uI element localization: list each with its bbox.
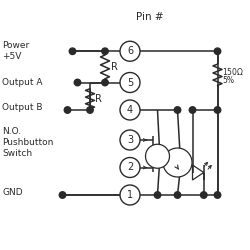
Text: N.O.
Pushbutton
Switch: N.O. Pushbutton Switch bbox=[2, 127, 54, 158]
Circle shape bbox=[120, 130, 140, 150]
Circle shape bbox=[59, 192, 66, 198]
Circle shape bbox=[214, 192, 221, 198]
Circle shape bbox=[74, 79, 81, 86]
Circle shape bbox=[120, 72, 140, 92]
Circle shape bbox=[174, 107, 181, 113]
Text: 3: 3 bbox=[127, 135, 133, 145]
Text: 5: 5 bbox=[127, 78, 133, 88]
Text: 1: 1 bbox=[127, 190, 133, 200]
Circle shape bbox=[102, 79, 108, 86]
Circle shape bbox=[87, 107, 93, 113]
Text: Output A: Output A bbox=[2, 78, 43, 87]
Text: 150$\Omega$: 150$\Omega$ bbox=[222, 66, 244, 77]
Circle shape bbox=[200, 192, 207, 198]
Circle shape bbox=[174, 192, 181, 198]
Circle shape bbox=[214, 107, 221, 113]
Text: R: R bbox=[96, 94, 102, 104]
Circle shape bbox=[120, 185, 140, 205]
Circle shape bbox=[64, 107, 71, 113]
Text: 4: 4 bbox=[127, 105, 133, 115]
Circle shape bbox=[214, 48, 221, 54]
Circle shape bbox=[69, 48, 76, 54]
Text: R: R bbox=[110, 62, 117, 72]
Text: 2: 2 bbox=[127, 162, 133, 172]
Text: 5%: 5% bbox=[222, 76, 234, 85]
Circle shape bbox=[146, 144, 170, 168]
Text: Output B: Output B bbox=[2, 103, 43, 112]
Text: Power
+5V: Power +5V bbox=[2, 41, 30, 61]
Circle shape bbox=[102, 48, 108, 54]
Circle shape bbox=[154, 192, 161, 198]
Text: 6: 6 bbox=[127, 46, 133, 56]
Text: Pin #: Pin # bbox=[136, 12, 164, 22]
Circle shape bbox=[120, 41, 140, 61]
Circle shape bbox=[120, 100, 140, 120]
Circle shape bbox=[163, 148, 192, 177]
Circle shape bbox=[120, 158, 140, 178]
Text: GND: GND bbox=[2, 188, 23, 197]
Circle shape bbox=[189, 107, 196, 113]
